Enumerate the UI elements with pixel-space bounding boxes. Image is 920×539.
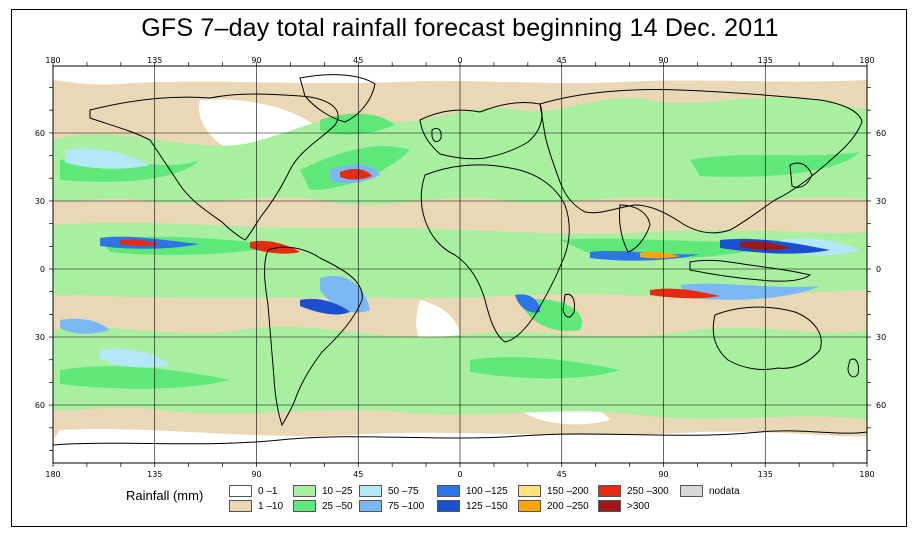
legend-label: 200 –250 — [547, 501, 589, 512]
legend-label: 75 –100 — [388, 501, 425, 512]
lon-tick-bottom: 0 — [457, 470, 462, 479]
lon-tick-bottom: 135 — [758, 470, 773, 479]
legend-label: 10 –25 — [322, 486, 353, 497]
graticule — [53, 66, 867, 463]
legend-swatch — [680, 485, 703, 497]
lat-tick-right: 30 — [876, 197, 886, 206]
legend-label: 0 –1 — [258, 486, 278, 497]
legend-title: Rainfall (mm) — [126, 488, 204, 503]
indonesia — [689, 259, 812, 282]
legend-label: 25 –50 — [322, 501, 353, 512]
legend-label: >300 — [627, 501, 650, 512]
europe — [419, 101, 543, 160]
legend-label: 150 –200 — [547, 486, 589, 497]
lat-tick-left: 60 — [35, 401, 45, 410]
lon-labels-top: 180 135 90 45 0 45 90 135 180 — [45, 56, 874, 65]
lon-tick-bottom: 180 — [45, 470, 60, 479]
lat-tick-right: 0 — [876, 265, 881, 274]
lat-tick-right: 60 — [876, 401, 886, 410]
legend-swatch — [359, 500, 382, 512]
lon-tick-bottom: 180 — [859, 470, 874, 479]
legend-swatch — [359, 485, 382, 497]
minor-ticks — [49, 62, 871, 467]
map-title: GFS 7–day total rainfall forecast beginn… — [141, 14, 779, 42]
legend-label: 50 –75 — [388, 486, 419, 497]
lon-tick-top: 180 — [45, 56, 60, 65]
lat-labels-left: 60 30 0 30 60 — [35, 129, 45, 410]
legend-label: 1 –10 — [258, 501, 284, 512]
australia — [712, 306, 822, 371]
lon-tick-bottom: 135 — [147, 470, 162, 479]
lat-tick-left: 60 — [35, 129, 45, 138]
legend-label: 250 –300 — [627, 486, 669, 497]
legend-label: 125 –150 — [466, 501, 508, 512]
asia — [539, 89, 863, 234]
continents — [53, 74, 867, 446]
madagascar — [562, 293, 575, 318]
lon-tick-top: 135 — [758, 56, 773, 65]
greenland — [299, 74, 376, 123]
lon-tick-top: 45 — [557, 56, 567, 65]
lat-tick-left: 30 — [35, 197, 45, 206]
lat-tick-left: 30 — [35, 333, 45, 342]
lon-tick-top: 90 — [658, 56, 668, 65]
legend-swatch — [229, 500, 252, 512]
legend-swatch — [437, 485, 460, 497]
legend-swatch — [293, 500, 316, 512]
lon-labels-bottom: 180 135 90 45 0 45 90 135 180 — [45, 470, 874, 479]
legend-label: 100 –125 — [466, 486, 508, 497]
lat-labels-right: 60 30 0 30 60 — [876, 129, 886, 410]
lat-tick-left: 0 — [40, 265, 45, 274]
antarctica — [53, 430, 867, 446]
legend-swatch — [293, 485, 316, 497]
legend-swatch — [229, 485, 252, 497]
japan — [789, 162, 813, 188]
lat-tick-right: 30 — [876, 333, 886, 342]
lon-tick-bottom: 90 — [251, 470, 261, 479]
uk — [431, 127, 442, 143]
lon-tick-bottom: 45 — [557, 470, 567, 479]
africa — [420, 164, 570, 343]
legend-swatch — [598, 500, 621, 512]
lon-tick-top: 45 — [353, 56, 363, 65]
legend-swatch — [518, 485, 541, 497]
legend-swatch — [437, 500, 460, 512]
south-america — [264, 246, 363, 427]
north-america — [89, 93, 339, 241]
legend-swatch — [598, 485, 621, 497]
lon-tick-bottom: 45 — [353, 470, 363, 479]
lon-tick-bottom: 90 — [658, 470, 668, 479]
lon-tick-top: 135 — [147, 56, 162, 65]
lon-tick-top: 90 — [251, 56, 261, 65]
lon-tick-top: 180 — [859, 56, 874, 65]
new-zealand — [847, 358, 859, 378]
legend-label: nodata — [709, 486, 740, 497]
lat-tick-right: 60 — [876, 129, 886, 138]
lon-tick-top: 0 — [457, 56, 462, 65]
india — [619, 204, 651, 253]
legend-swatch — [518, 500, 541, 512]
rain-heavy — [100, 169, 830, 315]
